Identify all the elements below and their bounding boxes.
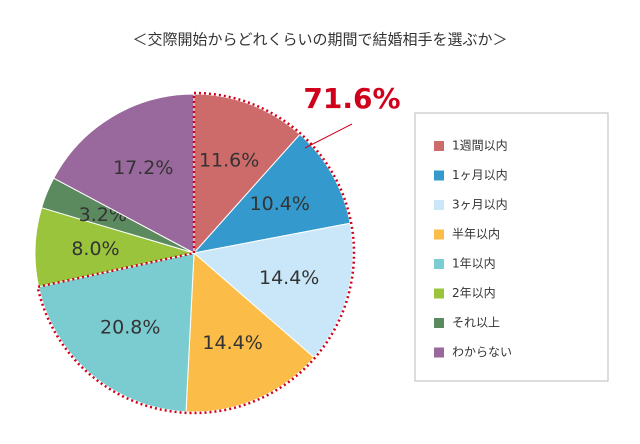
- pie-slice: [53, 93, 195, 254]
- chart-title: ＜交際開始からどれくらいの期間で結婚相手を選ぶか＞: [132, 31, 507, 49]
- legend-label: 3ヶ月以内: [452, 198, 508, 212]
- legend-label: 1週間以内: [452, 139, 508, 153]
- slice-label: 8.0%: [71, 238, 119, 260]
- annotation-line: [304, 123, 353, 149]
- legend-label: 1ヶ月以内: [452, 168, 508, 182]
- slice-label: 10.4%: [250, 193, 310, 215]
- legend-swatch: [434, 259, 444, 269]
- legend-label: 半年以内: [452, 227, 500, 241]
- legend-swatch: [434, 288, 444, 299]
- legend-swatch: [434, 141, 444, 151]
- legend-swatch: [434, 347, 444, 358]
- slice-label: 20.8%: [100, 317, 160, 339]
- legend-label: わからない: [452, 345, 512, 359]
- legend-swatch: [434, 318, 444, 328]
- legend-label: それ以上: [452, 316, 500, 330]
- slice-label: 14.4%: [259, 267, 319, 289]
- legend-label: 2年以内: [452, 286, 496, 300]
- highlight-outline: [36, 91, 356, 415]
- slice-label: 14.4%: [202, 332, 262, 354]
- annotation: 71.6%: [303, 82, 400, 115]
- legend-box: [414, 112, 609, 382]
- legend-swatch: [434, 200, 444, 210]
- slice-label: 11.6%: [199, 149, 259, 171]
- slice-label: 17.2%: [113, 157, 173, 179]
- legend-label: 1年以内: [452, 257, 496, 271]
- legend-swatch: [434, 229, 444, 240]
- legend-swatch: [434, 170, 444, 181]
